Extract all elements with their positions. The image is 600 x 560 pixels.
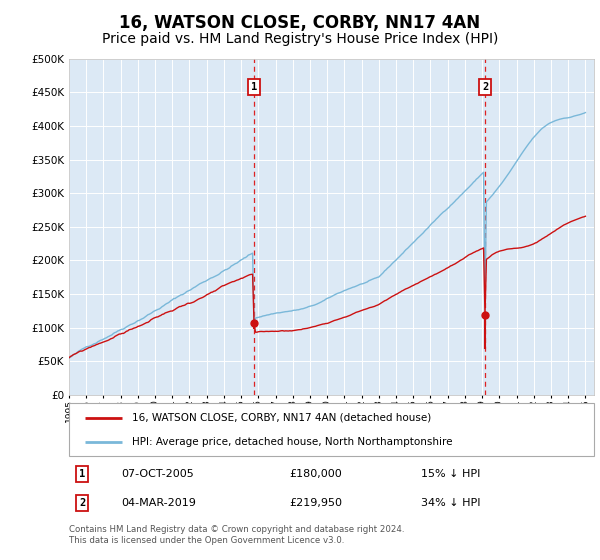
Text: Price paid vs. HM Land Registry's House Price Index (HPI): Price paid vs. HM Land Registry's House … [102,32,498,46]
Text: 16, WATSON CLOSE, CORBY, NN17 4AN (detached house): 16, WATSON CLOSE, CORBY, NN17 4AN (detac… [132,413,431,423]
Text: 16, WATSON CLOSE, CORBY, NN17 4AN: 16, WATSON CLOSE, CORBY, NN17 4AN [119,14,481,32]
Text: 34% ↓ HPI: 34% ↓ HPI [421,498,480,508]
Text: £219,950: £219,950 [290,498,343,508]
Text: 04-MAR-2019: 04-MAR-2019 [121,498,196,508]
FancyBboxPatch shape [69,403,594,456]
Text: HPI: Average price, detached house, North Northamptonshire: HPI: Average price, detached house, Nort… [132,437,452,447]
Text: 07-OCT-2005: 07-OCT-2005 [121,469,194,479]
Text: Contains HM Land Registry data © Crown copyright and database right 2024.
This d: Contains HM Land Registry data © Crown c… [69,525,404,545]
Text: 1: 1 [79,469,85,479]
Text: 1: 1 [251,82,257,92]
Text: 15% ↓ HPI: 15% ↓ HPI [421,469,480,479]
Text: 2: 2 [482,82,488,92]
Text: £180,000: £180,000 [290,469,342,479]
Text: 2: 2 [79,498,85,508]
